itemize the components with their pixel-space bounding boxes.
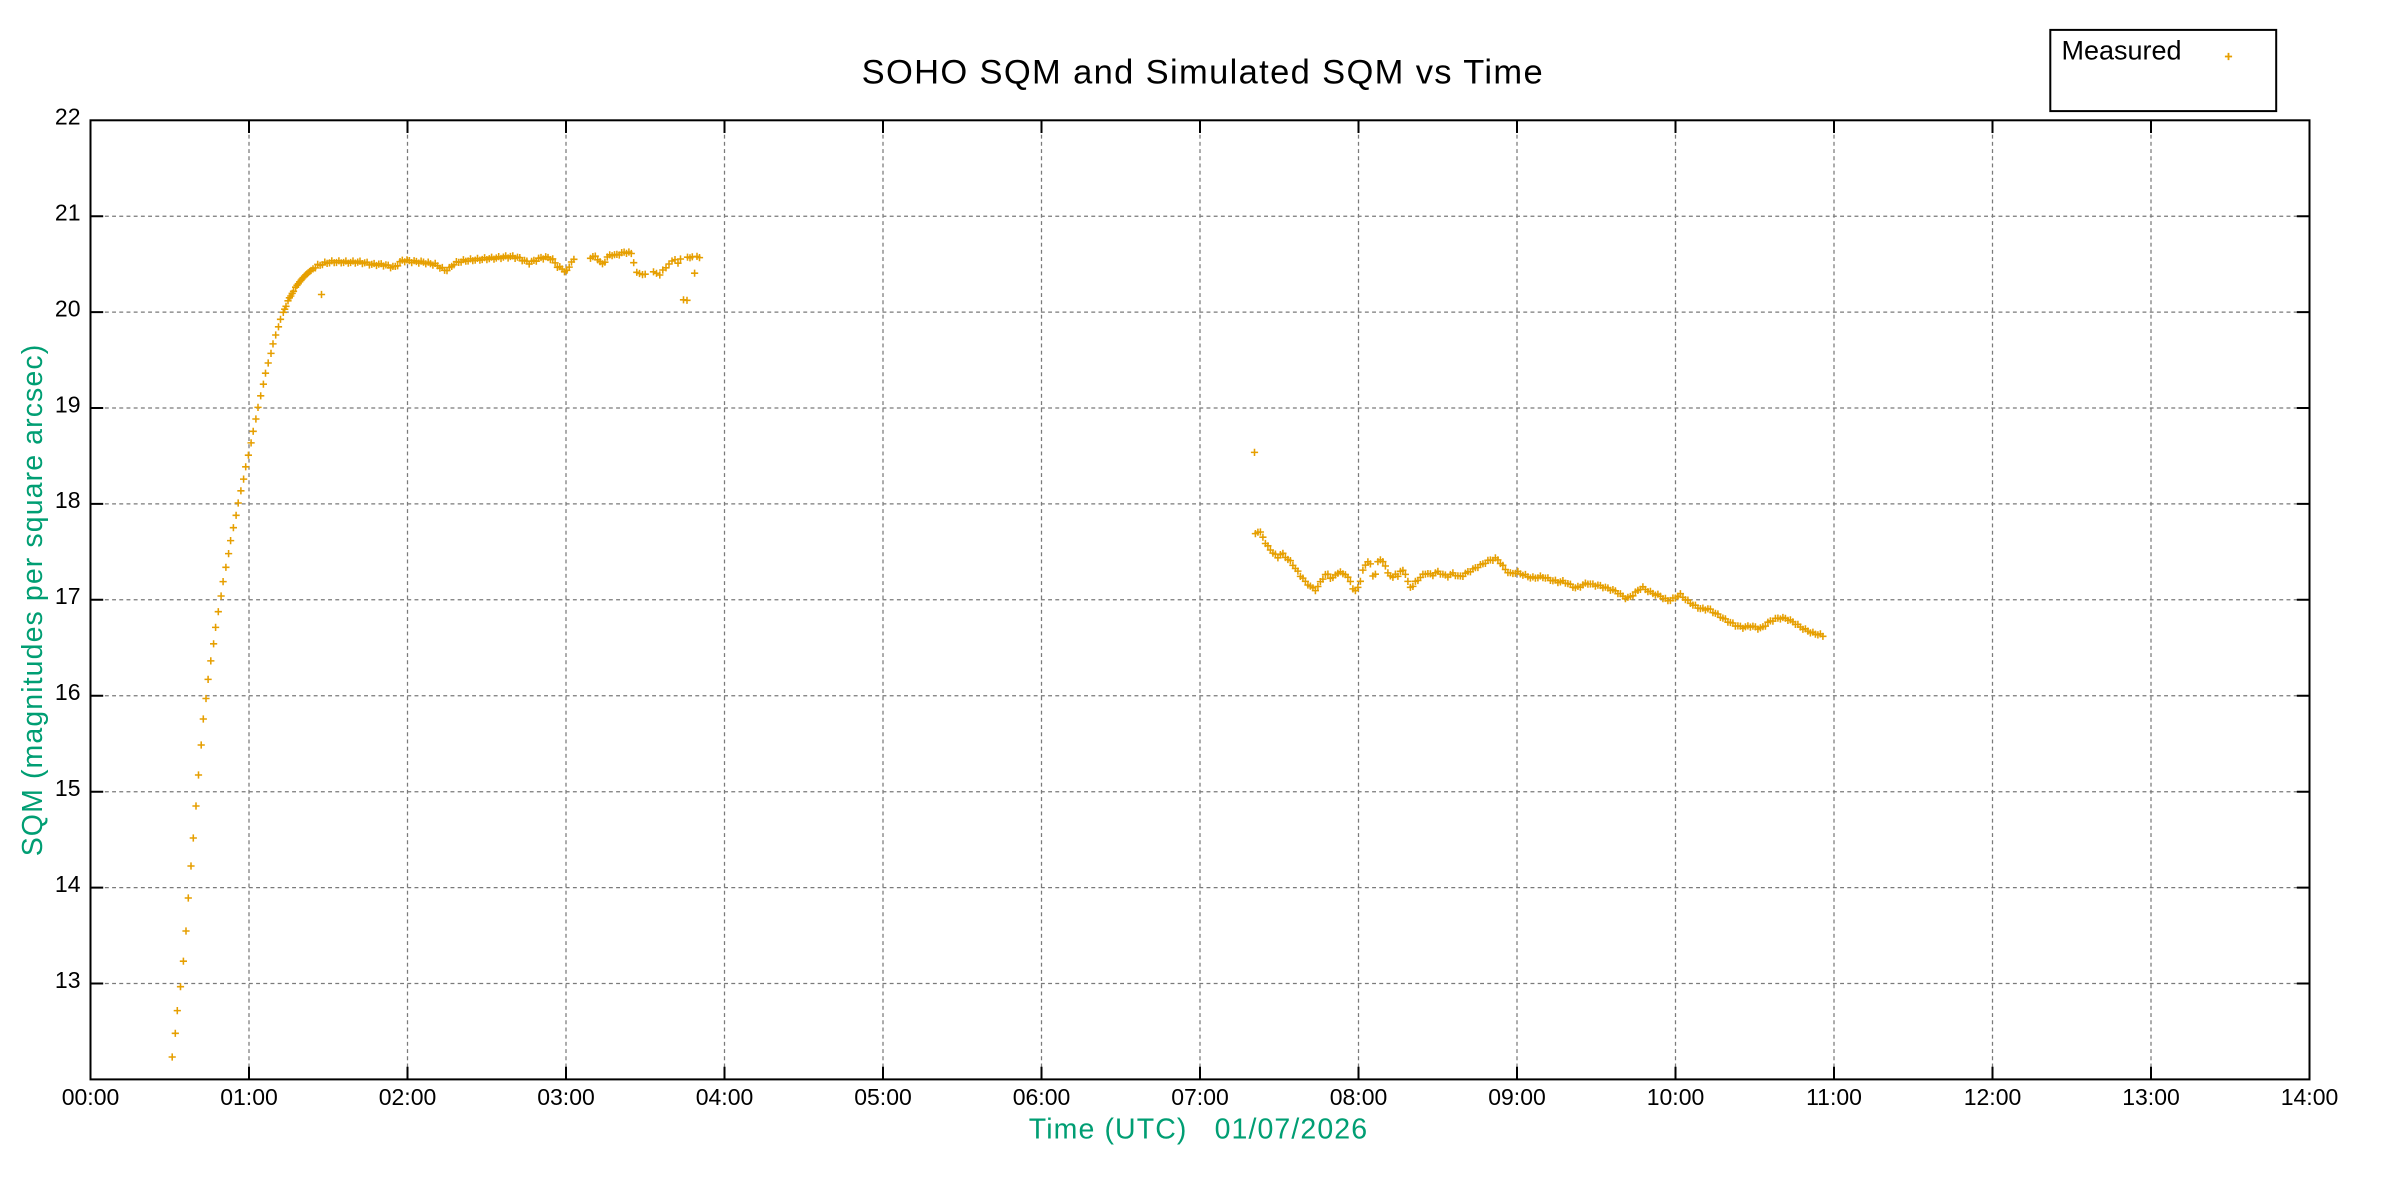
svg-text:00:00: 00:00 bbox=[62, 1084, 120, 1110]
svg-text:18: 18 bbox=[55, 487, 81, 513]
svg-text:09:00: 09:00 bbox=[1488, 1084, 1546, 1110]
svg-text:14:00: 14:00 bbox=[2281, 1084, 2339, 1110]
svg-text:SOHO SQM and Simulated SQM vs: SOHO SQM and Simulated SQM vs Time bbox=[862, 53, 1544, 91]
svg-text:07:00: 07:00 bbox=[1171, 1084, 1229, 1110]
svg-text:06:00: 06:00 bbox=[1013, 1084, 1071, 1110]
svg-text:02:00: 02:00 bbox=[379, 1084, 437, 1110]
svg-text:08:00: 08:00 bbox=[1330, 1084, 1388, 1110]
svg-text:15: 15 bbox=[55, 775, 81, 801]
svg-text:14: 14 bbox=[55, 871, 81, 897]
svg-text:01:00: 01:00 bbox=[220, 1084, 278, 1110]
svg-text:22: 22 bbox=[55, 104, 81, 130]
svg-text:13:00: 13:00 bbox=[2122, 1084, 2180, 1110]
svg-text:13: 13 bbox=[55, 967, 81, 993]
svg-text:SQM (magnitudes per square arc: SQM (magnitudes per square arcsec) bbox=[17, 344, 49, 857]
svg-text:11:00: 11:00 bbox=[1806, 1084, 1862, 1110]
svg-text:05:00: 05:00 bbox=[854, 1084, 912, 1110]
svg-text:Time (UTC) 01/07/2026: Time (UTC) 01/07/2026 bbox=[1029, 1113, 1368, 1145]
svg-text:12:00: 12:00 bbox=[1964, 1084, 2022, 1110]
svg-text:03:00: 03:00 bbox=[537, 1084, 595, 1110]
svg-text:19: 19 bbox=[55, 391, 81, 417]
svg-text:21: 21 bbox=[55, 200, 81, 226]
svg-text:04:00: 04:00 bbox=[696, 1084, 754, 1110]
svg-text:Measured: Measured bbox=[2062, 36, 2182, 66]
svg-text:20: 20 bbox=[55, 295, 81, 321]
svg-text:16: 16 bbox=[55, 679, 81, 705]
svg-text:17: 17 bbox=[55, 583, 81, 609]
svg-text:10:00: 10:00 bbox=[1647, 1084, 1705, 1110]
